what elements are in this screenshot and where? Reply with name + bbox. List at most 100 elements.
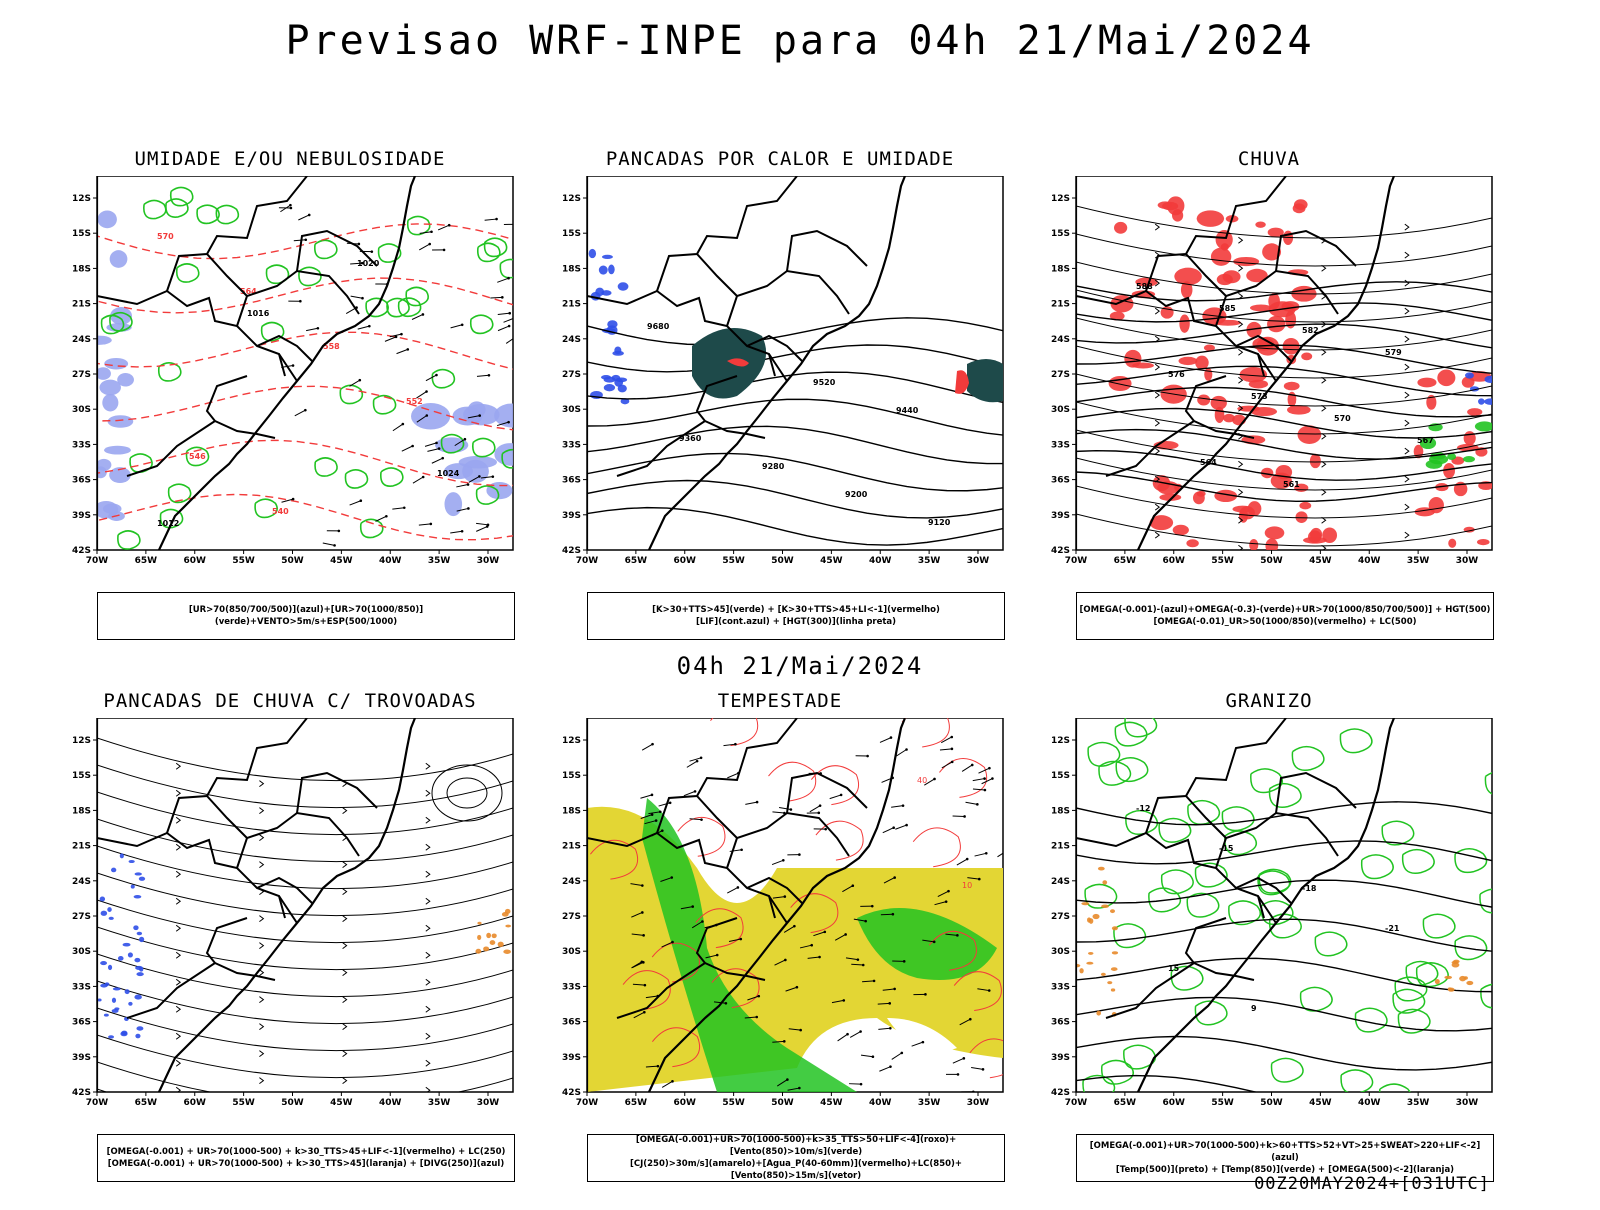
- lon-label: 45W: [820, 556, 843, 566]
- lat-label: 33S: [1051, 440, 1070, 450]
- lon-label: 70W: [576, 556, 599, 566]
- lon-label: 45W: [1309, 556, 1332, 566]
- lat-label: 15S: [1051, 229, 1070, 239]
- lon-label: 55W: [1211, 556, 1234, 566]
- lat-label: 39S: [72, 1053, 91, 1063]
- lat-label: 18S: [72, 806, 91, 816]
- contour-label: 9520: [813, 378, 836, 387]
- rain-red-area: [1211, 248, 1231, 266]
- wind-vector-head: [798, 853, 801, 856]
- divergence-blue-area: [107, 907, 111, 912]
- divergence-blue-area: [136, 972, 143, 976]
- lat-label: 39S: [562, 511, 581, 521]
- wind-vector-head: [290, 207, 293, 210]
- wind-vector-head: [978, 878, 981, 881]
- lat-label: 21S: [72, 842, 91, 852]
- humidity-blue-area: [463, 404, 499, 425]
- orange-area: [492, 933, 497, 938]
- wind-vector-head: [819, 804, 822, 807]
- wind-vector-head: [655, 819, 658, 822]
- omega-orange-area: [1102, 880, 1107, 884]
- rain-red-area: [1437, 370, 1455, 387]
- rain-red-area: [1417, 378, 1436, 388]
- wind-vector-head: [435, 374, 438, 377]
- omega-orange-area: [1101, 905, 1109, 909]
- orange-area: [505, 909, 511, 914]
- lon-label: 60W: [674, 556, 697, 566]
- wind-vector-head: [755, 1016, 758, 1019]
- wind-vector: [881, 914, 893, 915]
- omega-orange-area: [1081, 902, 1089, 905]
- divergence-blue-area: [137, 932, 142, 935]
- lat-label: 21S: [72, 300, 91, 310]
- wind-vector-head: [478, 475, 481, 478]
- wind-vector-head: [661, 829, 664, 832]
- divergence-blue-area: [105, 982, 110, 986]
- wind-vector-head: [903, 960, 906, 963]
- divergence-blue-area: [136, 1026, 143, 1031]
- lat-label: 12S: [72, 736, 91, 746]
- wind-vector-head: [976, 803, 979, 806]
- lat-label: 39S: [562, 1053, 581, 1063]
- lat-label: 42S: [562, 546, 581, 556]
- wind-vector-head: [756, 801, 759, 804]
- rain-blue-area: [1485, 376, 1496, 383]
- lon-label: 40W: [869, 1098, 892, 1108]
- contour-label: 15: [1168, 964, 1180, 973]
- omega-orange-area: [1089, 918, 1094, 924]
- wind-vector-head: [893, 876, 896, 879]
- lat-label: 21S: [1051, 842, 1070, 852]
- divergence-blue-area: [123, 943, 131, 947]
- divergence-blue-area: [139, 877, 145, 881]
- wind-vector-head: [901, 1052, 904, 1055]
- legend-line: [LIF](cont.azul) + [HGT(300)](linha pret…: [588, 616, 1004, 628]
- lat-label: 39S: [72, 511, 91, 521]
- lon-label: 35W: [428, 556, 451, 566]
- wind-vector-head: [716, 954, 719, 957]
- contour-label: 546: [189, 452, 206, 461]
- lon-label: 30W: [1456, 1098, 1479, 1108]
- contour-label: 579: [1385, 348, 1402, 357]
- lon-label: 60W: [1163, 1098, 1186, 1108]
- lat-label: 18S: [562, 264, 581, 274]
- wind-vector-head: [945, 900, 948, 903]
- wind-vector-head: [740, 848, 743, 851]
- wind-vector-head: [893, 988, 896, 991]
- divergence-blue-area: [129, 860, 135, 863]
- rain-red-area: [1197, 491, 1206, 497]
- wind-vector-head: [866, 755, 869, 758]
- wind-vector-head: [651, 743, 654, 746]
- map-chuva: 58858558257957657357056756456112S15S18S2…: [1034, 176, 1504, 576]
- wind-vector-head: [810, 944, 813, 947]
- divergence-blue-area: [101, 911, 108, 916]
- panel-title: PANCADAS DE CHUVA C/ TROVOADAS: [55, 690, 525, 712]
- humidity-blue-area: [98, 210, 117, 228]
- wind-vector-head: [951, 748, 954, 751]
- wind-vector-head: [308, 214, 311, 217]
- wind-vector-head: [957, 1073, 960, 1076]
- wind-vector-head: [737, 772, 740, 775]
- lon-label: 35W: [918, 1098, 941, 1108]
- lat-label: 36S: [1051, 476, 1070, 486]
- omega-orange-area: [1096, 1011, 1101, 1016]
- lon-label: 55W: [1211, 1098, 1234, 1108]
- rain-blue-area: [1478, 398, 1485, 404]
- lon-label: 70W: [576, 1098, 599, 1108]
- lat-label: 12S: [72, 194, 91, 204]
- panel-title: TEMPESTADE: [545, 690, 1015, 712]
- wind-vector-head: [508, 325, 511, 328]
- lat-label: 27S: [562, 912, 581, 922]
- lon-label: 50W: [281, 1098, 304, 1108]
- wind-vector-head: [922, 1041, 925, 1044]
- lat-label: 36S: [72, 1018, 91, 1028]
- panel-pancadas-calor: PANCADAS POR CALOR E UMIDADE 96809600952…: [545, 148, 1015, 668]
- lon-label: 70W: [86, 1098, 109, 1108]
- contour-label: 10: [962, 881, 972, 890]
- mid-timestamp: 04h 21/Mai/2024: [0, 652, 1600, 680]
- wind-vector-head: [478, 414, 481, 417]
- rain-red-area: [1197, 210, 1224, 227]
- wind-vector-head: [983, 777, 986, 780]
- divergence-blue-area: [112, 998, 116, 1003]
